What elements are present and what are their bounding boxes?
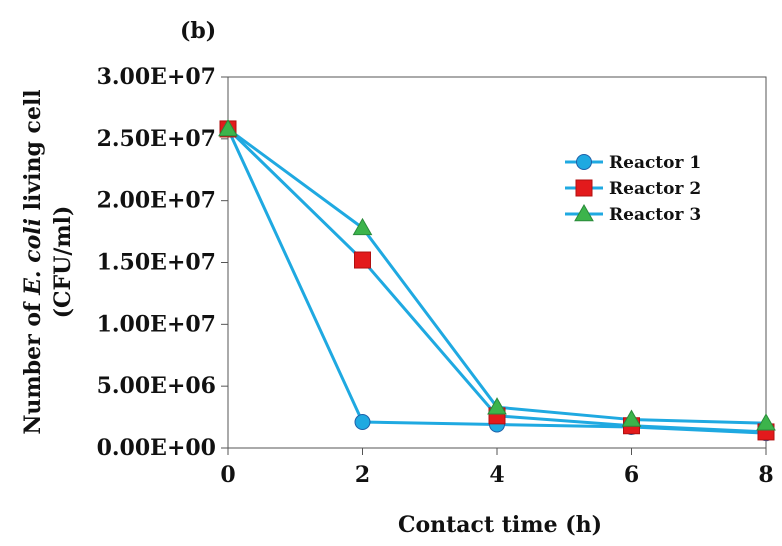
y-tick-label: 2.50E+07 [97,126,216,152]
x-tick-label: 0 [220,462,235,488]
y-axis-title-part2: living cell [20,89,46,218]
y-axis-ticks: 0.00E+00 5.00E+06 1.00E+07 1.50E+07 2.00E+07… [97,64,228,461]
legend-label: Reactor 1 [609,153,701,173]
x-tick-label: 6 [624,462,639,488]
legend-marker [576,154,592,170]
x-tick-label: 2 [355,462,370,488]
data-point-series-3 [352,217,373,236]
y-tick-label: 3.00E+07 [97,64,216,90]
legend-marker [574,203,594,222]
series-line-1 [226,128,767,435]
x-tick-label: 4 [489,462,504,488]
legend-label: Reactor 3 [609,205,701,225]
x-tick-label: 8 [758,462,773,488]
x-axis-title: Contact time (h) [398,512,602,538]
y-tick-label: 1.00E+07 [97,311,216,337]
plot-area [227,76,767,449]
legend: Reactor 1 Reactor 2 Reactor 3 [565,153,701,225]
y-tick-label: 1.50E+07 [97,250,216,276]
x-axis-ticks: 0 2 4 6 8 [220,448,774,488]
y-axis-title-part1: Number of [20,295,46,435]
data-point-series-3 [487,397,507,415]
y-tick-label: 5.00E+06 [97,373,216,399]
y-axis-title: Number of E. coli living cell (CFU/ml) [20,89,76,434]
panel-label: (b) [180,18,216,44]
y-tick-label: 2.00E+07 [97,188,216,214]
series-line-3 [227,127,767,425]
data-point-series-2 [354,251,371,269]
data-point-series-3 [218,118,238,137]
data-point-series-1 [354,414,371,431]
data-point-series-3 [756,413,776,431]
series-line-2 [226,127,767,434]
legend-marker [575,179,593,197]
data-point-series-3 [621,409,642,427]
y-axis-title-italic: E. coli [20,218,46,296]
legend-label: Reactor 2 [609,179,701,199]
series-layer [218,118,776,442]
y-axis-title-unit: (CFU/ml) [50,206,76,319]
y-tick-label: 0.00E+00 [97,435,216,461]
plot-frame [227,76,767,449]
svg-text:Number of E. coli living cell: Number of E. coli living cell [20,89,46,434]
